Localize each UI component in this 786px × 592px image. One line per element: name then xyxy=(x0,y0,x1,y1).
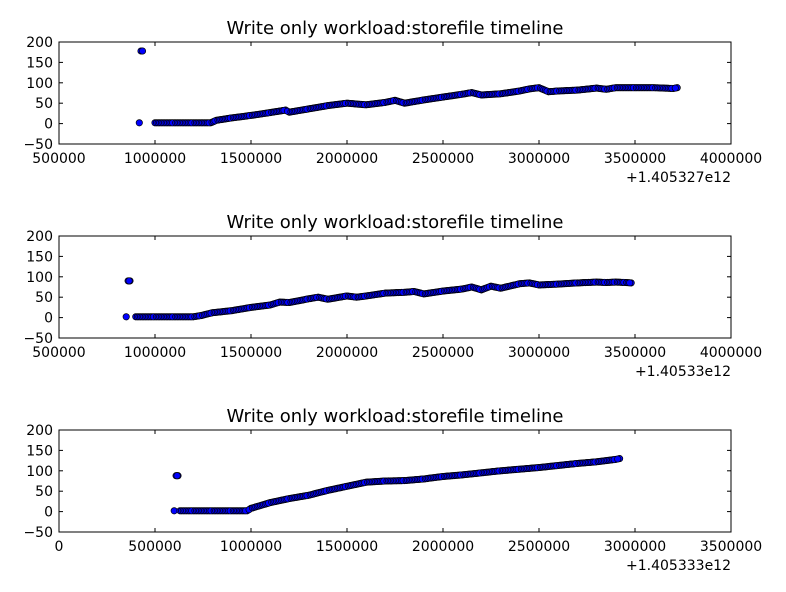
x-tick-label: 2500000 xyxy=(508,539,570,555)
x-tick-label: 3500000 xyxy=(604,151,666,167)
axes-frame-2 xyxy=(58,235,732,339)
x-offset-label-3: +1.405333e12 xyxy=(626,558,731,574)
ticks-layer-1: 500000 1000000 1500000 2000000 2500000 300000… xyxy=(23,35,762,167)
x-tick-label: 1500000 xyxy=(220,345,282,361)
x-tick-label: 0 xyxy=(55,539,64,555)
data-point xyxy=(614,455,622,463)
ticks-layer-3: 0 500000 1000000 1500000 2000000 2500000 30000… xyxy=(23,423,762,555)
ticks-layer-2: 500000 1000000 1500000 2000000 2500000 300000… xyxy=(23,229,762,361)
x-tick-label: 500000 xyxy=(128,539,181,555)
y-tick-label: 0 xyxy=(44,311,53,327)
axes-frame-1 xyxy=(58,41,732,145)
x-tick-label: 500000 xyxy=(32,151,85,167)
points-layer-2 xyxy=(122,277,635,321)
x-tick-label: 1500000 xyxy=(316,539,378,555)
y-tick-label: 200 xyxy=(26,423,53,439)
y-tick-label: 150 xyxy=(26,249,53,265)
x-tick-label: 1000000 xyxy=(220,539,282,555)
y-tick-label: 50 xyxy=(35,484,53,500)
x-tick-label: 3500000 xyxy=(700,539,762,555)
y-tick-label: −50 xyxy=(23,331,53,347)
subplot-1: Write only workload:storefile timeline +… xyxy=(23,18,762,186)
y-tick-label: −50 xyxy=(23,137,53,153)
x-tick-label: 4000000 xyxy=(700,345,762,361)
x-tick-label: 3500000 xyxy=(604,345,666,361)
subplot-3: Write only workload:storefile timeline +… xyxy=(23,406,762,574)
data-point xyxy=(170,507,178,515)
x-tick-label: 1500000 xyxy=(220,151,282,167)
data-point xyxy=(135,119,143,127)
y-tick-label: 100 xyxy=(26,76,53,92)
x-tick-label: 2500000 xyxy=(412,345,474,361)
x-tick-label: 1000000 xyxy=(124,345,186,361)
y-tick-label: 200 xyxy=(26,35,53,51)
points-layer-3 xyxy=(170,455,624,515)
axes-frame-3 xyxy=(58,429,732,533)
data-point xyxy=(626,279,634,287)
x-tick-label: 3000000 xyxy=(604,539,666,555)
x-tick-label: 1000000 xyxy=(124,151,186,167)
y-tick-label: 0 xyxy=(44,117,53,133)
y-tick-label: 100 xyxy=(26,270,53,286)
data-point xyxy=(671,84,679,92)
subplot-2: Write only workload:storefile timeline +… xyxy=(23,212,762,380)
y-tick-label: 200 xyxy=(26,229,53,245)
y-tick-label: −50 xyxy=(23,525,53,541)
data-point xyxy=(138,47,147,55)
x-offset-label-1: +1.405327e12 xyxy=(626,170,731,186)
x-tick-label: 500000 xyxy=(32,345,85,361)
x-tick-label: 3000000 xyxy=(508,151,570,167)
chart-title-1: Write only workload:storefile timeline xyxy=(227,18,564,39)
x-tick-label: 2000000 xyxy=(316,151,378,167)
x-tick-label: 2000000 xyxy=(412,539,474,555)
x-tick-label: 2500000 xyxy=(412,151,474,167)
data-point xyxy=(125,277,133,285)
y-tick-label: 50 xyxy=(35,96,53,112)
x-tick-label: 4000000 xyxy=(700,151,762,167)
y-tick-label: 150 xyxy=(26,443,53,459)
data-point xyxy=(122,313,130,321)
x-tick-label: 2000000 xyxy=(316,345,378,361)
y-tick-label: 0 xyxy=(44,505,53,521)
data-point xyxy=(173,472,181,480)
points-layer-1 xyxy=(135,47,681,127)
chart-title-3: Write only workload:storefile timeline xyxy=(227,406,564,427)
y-tick-label: 100 xyxy=(26,464,53,480)
x-tick-label: 3000000 xyxy=(508,345,570,361)
y-tick-label: 50 xyxy=(35,290,53,306)
y-tick-label: 150 xyxy=(26,55,53,71)
x-offset-label-2: +1.40533e12 xyxy=(635,364,731,380)
chart-title-2: Write only workload:storefile timeline xyxy=(227,212,564,233)
